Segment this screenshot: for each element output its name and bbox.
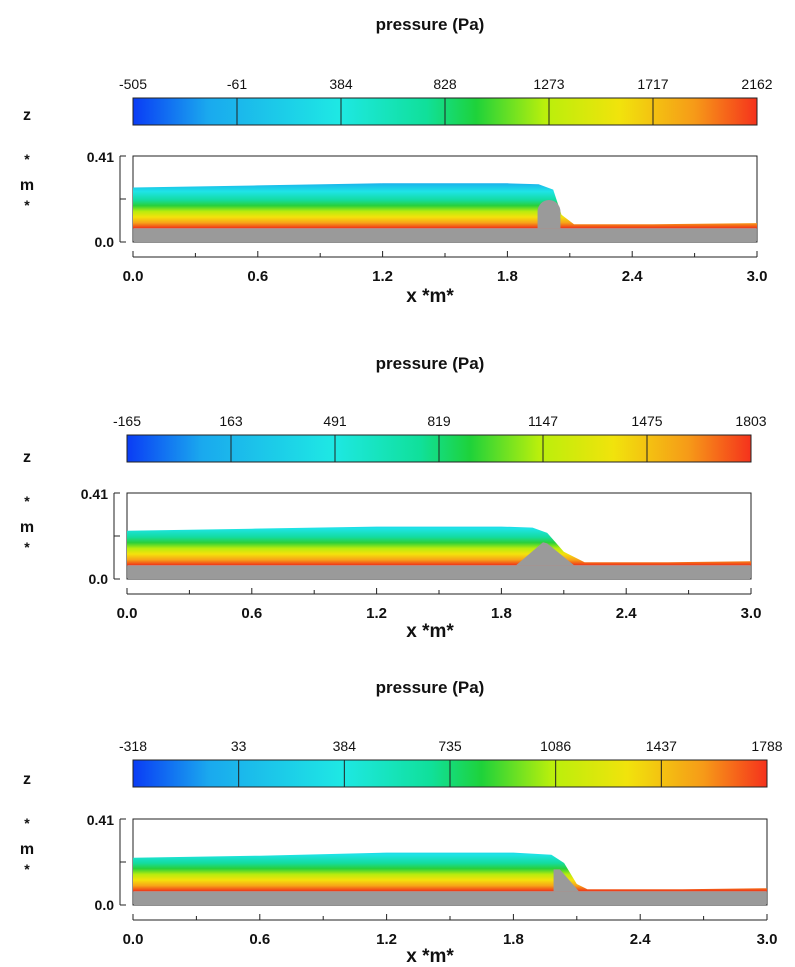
water-pressure-field xyxy=(133,852,767,892)
y-tick-label: 0.41 xyxy=(81,486,108,502)
x-tick-label: 1.2 xyxy=(366,605,387,622)
x-tick-label: 1.8 xyxy=(503,931,524,948)
y-tick-label: 0.41 xyxy=(87,149,114,165)
x-tick-label: 2.4 xyxy=(630,931,652,948)
y-axis-label: m xyxy=(20,841,34,858)
x-tick-label: 1.8 xyxy=(497,268,518,285)
x-tick-label: 1.8 xyxy=(491,605,512,622)
obstacle xyxy=(537,200,561,229)
x-tick-label: 0.0 xyxy=(123,268,144,285)
colorbar-tick-label: 1086 xyxy=(540,738,571,754)
x-tick-label: 3.0 xyxy=(757,931,778,948)
y-tick-label: 0.41 xyxy=(87,812,114,828)
chart-title: pressure (Pa) xyxy=(376,15,485,34)
y-axis-label: z xyxy=(23,771,31,788)
pressure-panel-3: pressure (Pa) -318 33 384 735 1086 1437 1788 0.4… xyxy=(20,678,783,967)
y-tick-label: 0.0 xyxy=(95,234,115,250)
colorbar-tick-label: 33 xyxy=(231,738,247,754)
colorbar-tick-label: 2162 xyxy=(741,76,772,92)
y-axis-label: * xyxy=(24,815,30,831)
water-pressure-field xyxy=(127,526,751,566)
chart-title: pressure (Pa) xyxy=(376,678,485,697)
x-axis-label: x *m* xyxy=(406,286,454,307)
channel-bed xyxy=(128,565,750,579)
colorbar-tick-label: 1475 xyxy=(631,413,662,429)
colorbar-tick-label: 1273 xyxy=(533,76,564,92)
colorbar-tick-label: 384 xyxy=(333,738,357,754)
y-axis-label: * xyxy=(24,539,30,555)
colorbar-tick-label: 828 xyxy=(433,76,457,92)
chart-title: pressure (Pa) xyxy=(376,354,485,373)
pressure-panel-1: pressure (Pa) -505 -61 384 828 1273 1717 2162 0.… xyxy=(20,15,773,307)
x-axis-label: x *m* xyxy=(406,946,454,967)
x-tick-label: 0.6 xyxy=(241,605,262,622)
x-tick-label: 0.0 xyxy=(117,605,138,622)
colorbar-tick-label: -61 xyxy=(227,76,247,92)
channel-bed xyxy=(134,228,756,242)
x-tick-label: 2.4 xyxy=(622,268,644,285)
x-tick-label: 3.0 xyxy=(747,268,768,285)
y-axis-label: z xyxy=(23,107,31,124)
x-tick-label: 0.0 xyxy=(123,931,144,948)
channel-bed xyxy=(134,891,766,905)
x-tick-label: 0.6 xyxy=(247,268,268,285)
x-tick-label: 3.0 xyxy=(741,605,762,622)
y-axis-label: * xyxy=(24,861,30,877)
x-tick-label: 2.4 xyxy=(616,605,638,622)
y-tick-label: 0.0 xyxy=(89,571,109,587)
x-axis-label: x *m* xyxy=(406,621,454,642)
y-axis-label: m xyxy=(20,177,34,194)
colorbar-tick-label: 1147 xyxy=(528,413,558,429)
y-axis-label: m xyxy=(20,519,34,536)
obstacle xyxy=(553,869,579,892)
colorbar-tick-label: 384 xyxy=(329,76,353,92)
colorbar-tick-label: 1717 xyxy=(637,76,668,92)
y-tick-label: 0.0 xyxy=(95,897,115,913)
colorbar-tick-label: -165 xyxy=(113,413,141,429)
y-axis-label: * xyxy=(24,197,30,213)
colorbar-tick-label: 163 xyxy=(219,413,243,429)
colorbar-tick-label: -505 xyxy=(119,76,147,92)
y-axis-label: z xyxy=(23,449,31,466)
x-tick-label: 1.2 xyxy=(376,931,397,948)
colorbar-tick-label: 1803 xyxy=(735,413,766,429)
water-pressure-field xyxy=(133,183,757,229)
y-axis-label: * xyxy=(24,493,30,509)
x-tick-label: 0.6 xyxy=(249,931,270,948)
colorbar-tick-label: 735 xyxy=(438,738,462,754)
pressure-panel-2: pressure (Pa) -165 163 491 819 1147 1475 1803 0.… xyxy=(20,354,767,642)
colorbar-tick-label: 1437 xyxy=(646,738,677,754)
x-tick-label: 1.2 xyxy=(372,268,393,285)
colorbar-tick-label: 819 xyxy=(427,413,451,429)
y-axis-label: * xyxy=(24,151,30,167)
colorbar-tick-label: 491 xyxy=(323,413,347,429)
colorbar-tick-label: -318 xyxy=(119,738,147,754)
obstacle xyxy=(515,542,575,566)
colorbar-tick-label: 1788 xyxy=(751,738,782,754)
